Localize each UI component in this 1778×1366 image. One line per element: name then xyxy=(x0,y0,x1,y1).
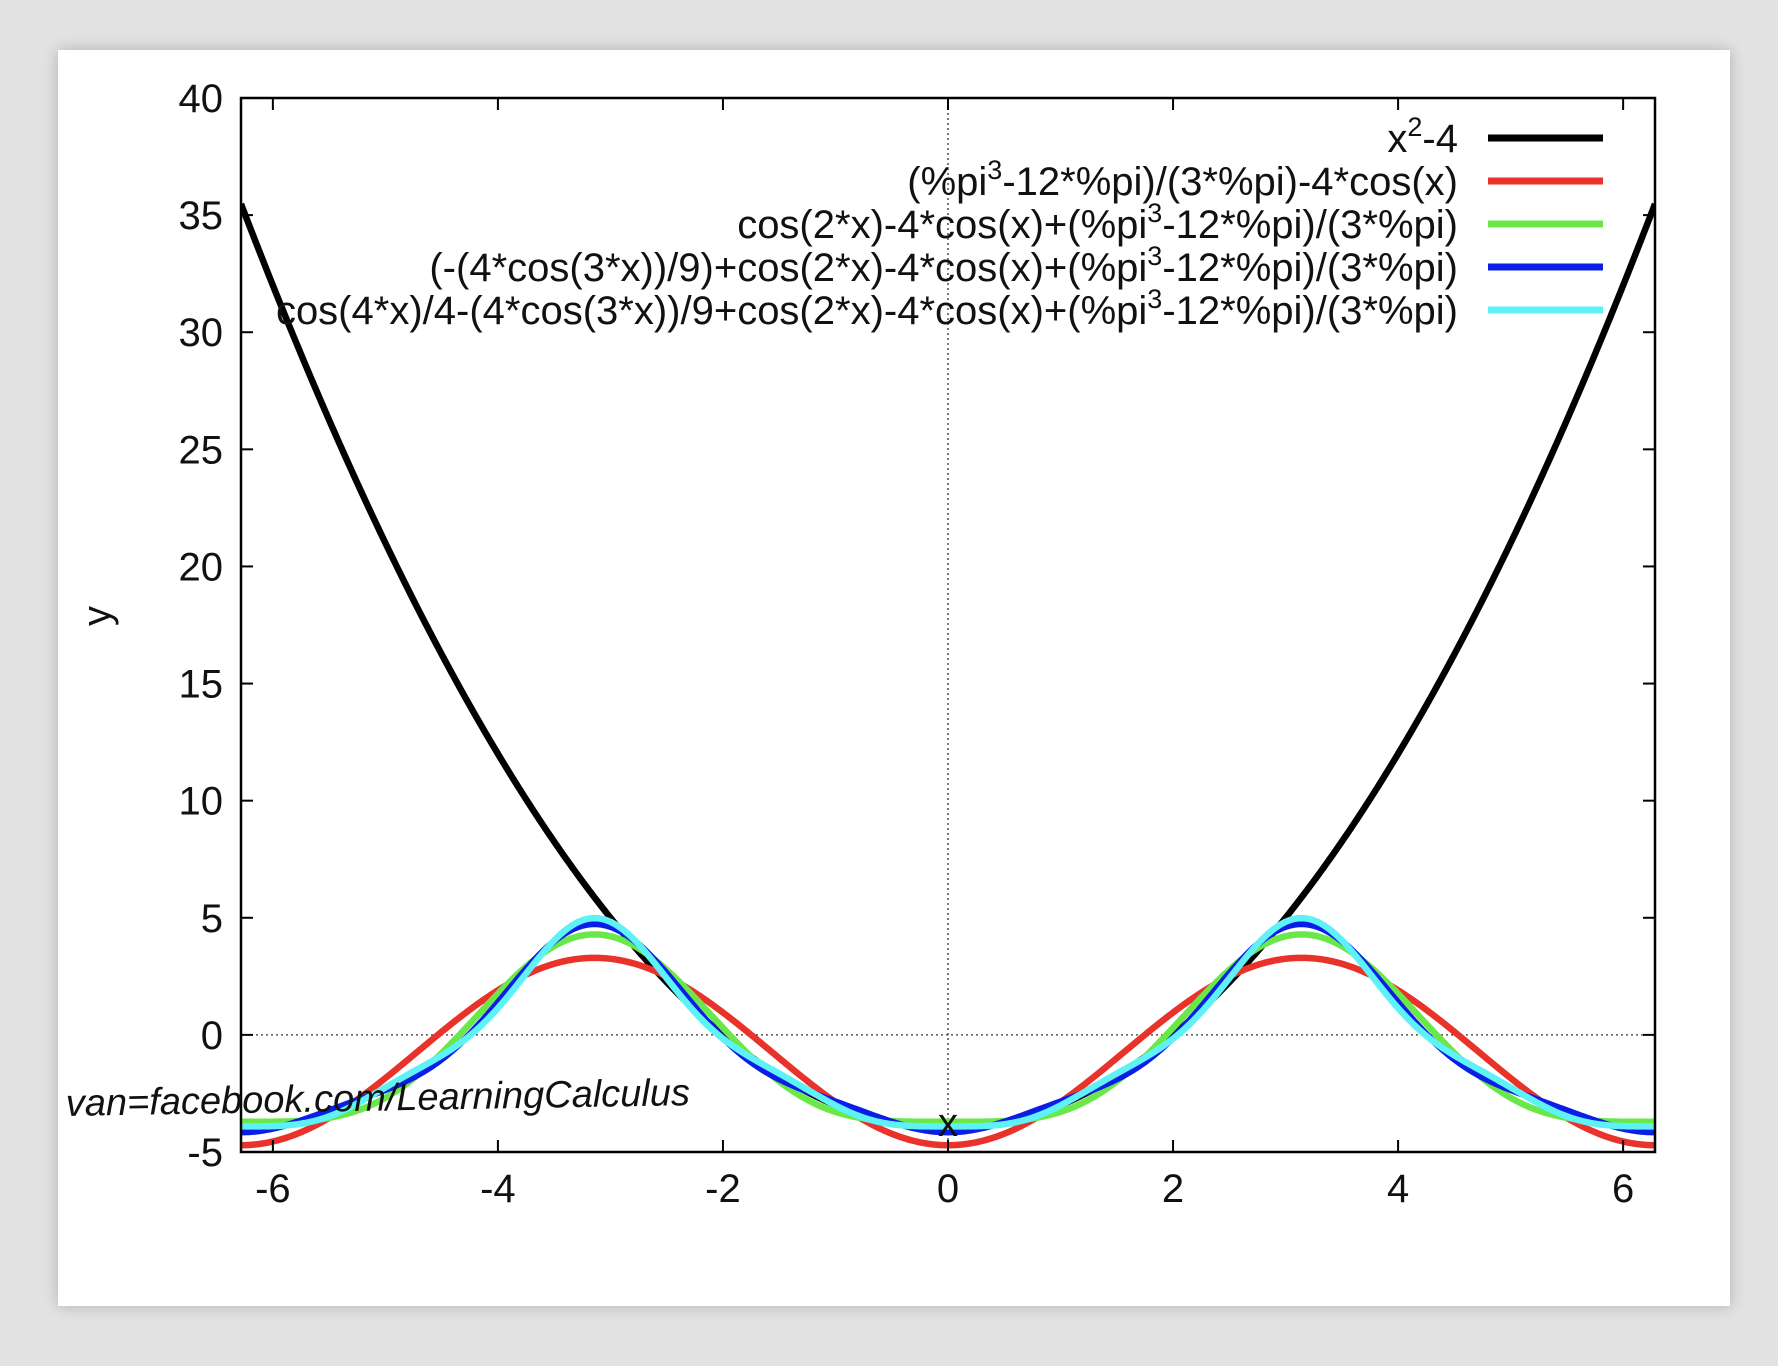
y-tick-label: 15 xyxy=(179,663,224,707)
legend-label: cos(4*x)/4-(4*cos(3*x))/9+cos(2*x)-4*cos… xyxy=(276,284,1458,333)
watermark: van=facebook.com/LearningCalculus xyxy=(65,1072,690,1125)
x-tick-label: 2 xyxy=(1162,1167,1184,1211)
legend-item-3: cos(2*x)-4*cos(x)+(%pi3-12*%pi)/(3*%pi) xyxy=(737,198,1603,247)
y-tick-label: 35 xyxy=(179,194,224,238)
y-tick-label: 40 xyxy=(179,77,224,121)
legend-item-4: (-(4*cos(3*x))/9)+cos(2*x)-4*cos(x)+(%pi… xyxy=(429,241,1603,290)
plot-lines xyxy=(241,202,1655,1149)
legend-label: (-(4*cos(3*x))/9)+cos(2*x)-4*cos(x)+(%pi… xyxy=(429,241,1458,290)
y-tick-label: 0 xyxy=(201,1014,223,1058)
y-tick-label: 5 xyxy=(201,897,223,941)
y-tick-label: 25 xyxy=(179,428,224,472)
y-tick-label: 30 xyxy=(179,311,224,355)
y-axis-label: y xyxy=(75,606,119,626)
legend-label: cos(2*x)-4*cos(x)+(%pi3-12*%pi)/(3*%pi) xyxy=(737,198,1458,247)
x-axis-label: x xyxy=(938,1101,958,1145)
legend-item-1: x2-4 xyxy=(1387,112,1603,161)
legend-label: (%pi3-12*%pi)/(3*%pi)-4*cos(x) xyxy=(907,155,1458,204)
x-tick-label: -2 xyxy=(705,1167,741,1211)
series-line-5 xyxy=(241,914,1655,1130)
legend: x2-4(%pi3-12*%pi)/(3*%pi)-4*cos(x)cos(2*… xyxy=(276,112,1603,333)
x-tick-label: -6 xyxy=(255,1167,291,1211)
chart: -6 -4 -2 0 2 4 6 -5 0 5 10 15 20 25 30 35 40 x2-4(%pi3-1… xyxy=(65,77,1657,1211)
legend-item-5: cos(4*x)/4-(4*cos(3*x))/9+cos(2*x)-4*cos… xyxy=(276,284,1603,333)
x-tick-label: 4 xyxy=(1387,1167,1409,1211)
series-line-3 xyxy=(241,931,1655,1126)
x-tick-label: 0 xyxy=(937,1167,959,1211)
legend-item-2: (%pi3-12*%pi)/(3*%pi)-4*cos(x) xyxy=(907,155,1603,204)
legend-label: x2-4 xyxy=(1387,112,1458,161)
axis-ticks: -6 -4 -2 0 2 4 6 -5 0 5 10 15 20 25 30 35 40 xyxy=(179,77,1655,1211)
y-tick-label: 20 xyxy=(179,545,224,589)
y-tick-label: 10 xyxy=(179,780,224,824)
x-tick-label: 6 xyxy=(1612,1167,1634,1211)
chart-card: -6 -4 -2 0 2 4 6 -5 0 5 10 15 20 25 30 35 40 x2-4 (%pi3-1… xyxy=(58,50,1730,1306)
x-tick-label: -4 xyxy=(480,1167,516,1211)
zero-axes xyxy=(241,98,1655,1152)
y-tick-label: -5 xyxy=(187,1131,223,1175)
